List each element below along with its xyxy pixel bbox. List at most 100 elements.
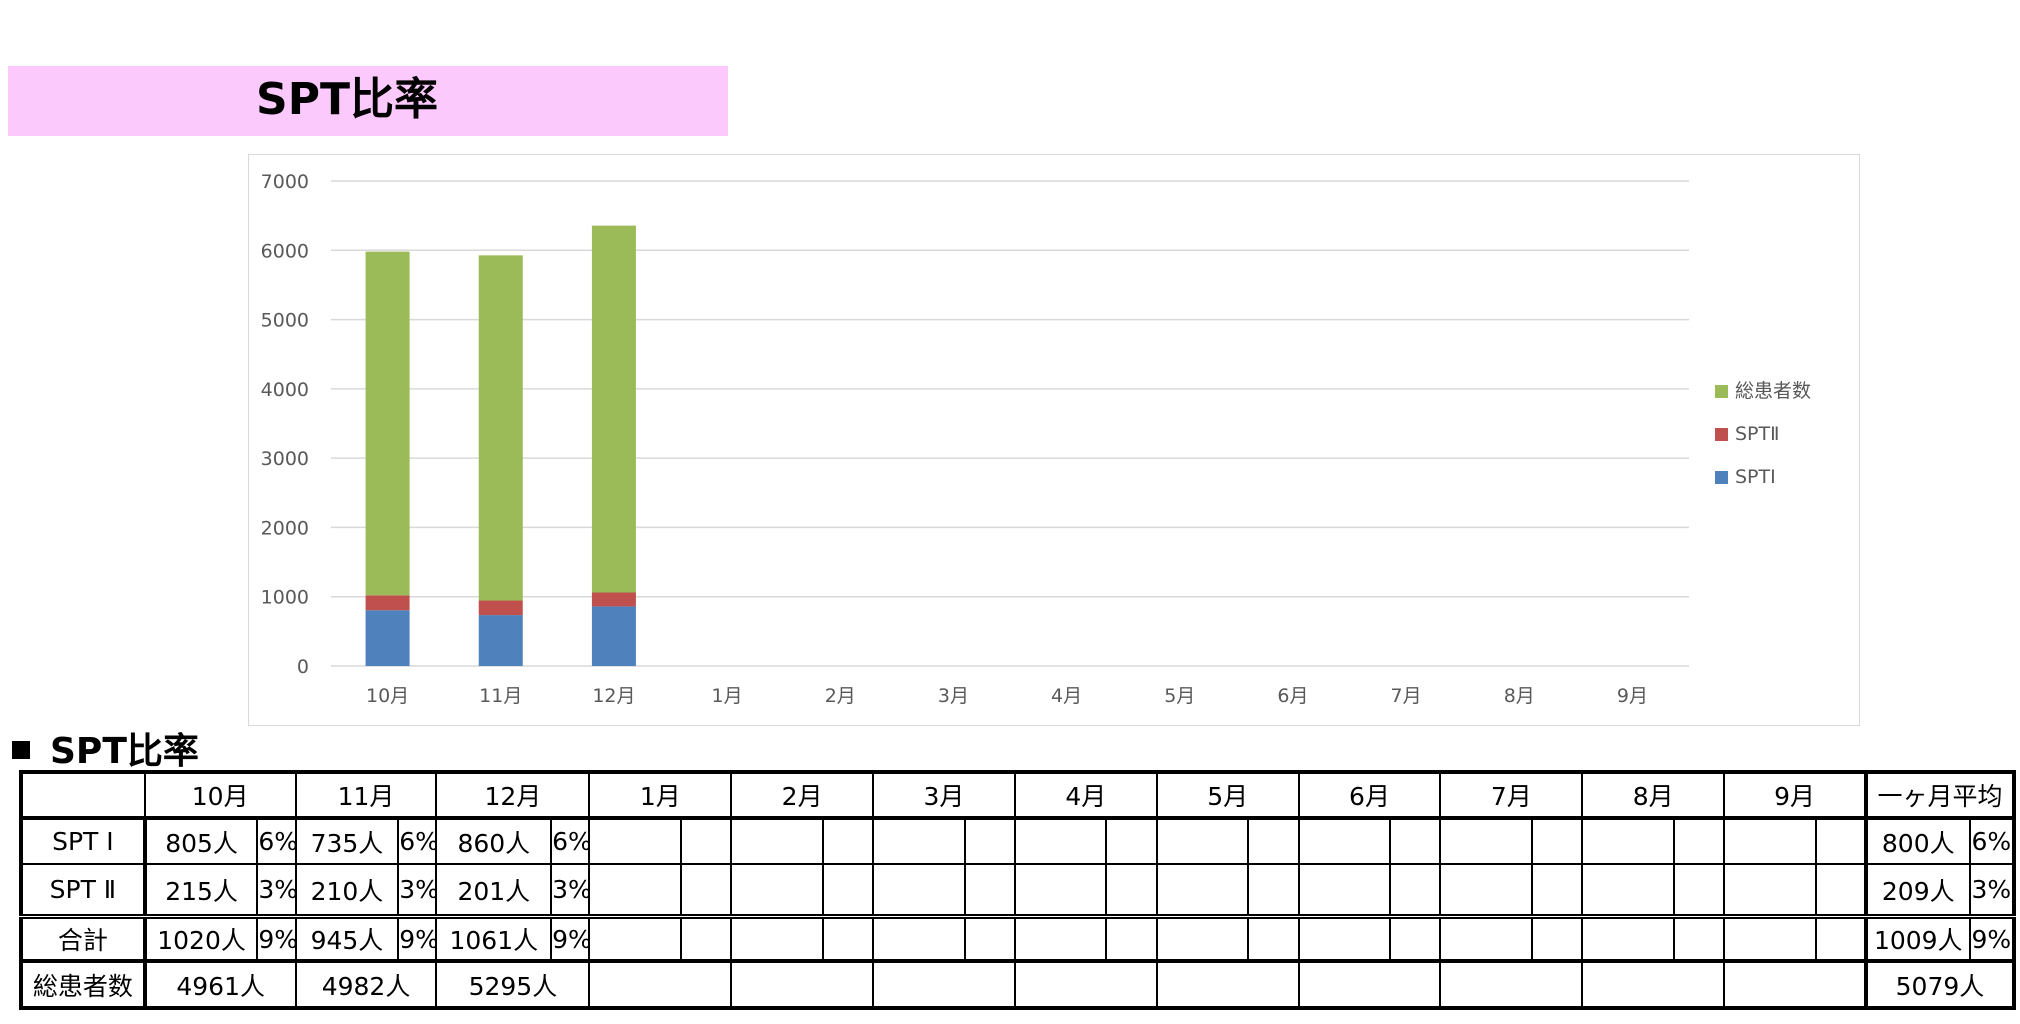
legend-label: SPTⅡ [1735,423,1779,445]
chart-frame: 0 1000 2000 3000 4000 5000 6000 7000 10月 11月 12月 1月… [248,154,1860,726]
legend-swatch [1715,471,1728,484]
percent-cell [963,863,1016,918]
y-tick-label: 0 [297,656,309,678]
bar-segment [591,592,636,607]
bar-segment [365,595,410,611]
x-tick-label: 9月 [1617,685,1648,707]
count-cell: 1061人 [435,914,553,962]
month-header: 9月 [1723,771,1867,820]
month-header: 10月 [143,771,297,820]
percent-cell [1389,863,1442,918]
count-cell [730,914,824,962]
percent-cell [1814,914,1867,962]
percent-cell: 6% [397,817,438,865]
row-label: 合計 [20,914,147,962]
bar-segment [591,606,636,666]
count-cell [1155,817,1250,865]
percent-cell [1105,914,1158,962]
total-patients-cell [1297,959,1442,1009]
percent-cell: 3% [550,863,591,918]
x-tick-label: 10月 [366,685,409,707]
total-patients-cell [1439,959,1584,1009]
legend-label: SPTⅠ [1735,466,1776,488]
legend-swatch [1715,385,1728,398]
total-patients-cell [1581,959,1726,1009]
x-tick-label: 3月 [938,685,969,707]
x-tick-label: 5月 [1164,685,1195,707]
spt-ratio-table: 10月 11月 12月 1月 2月 3月 4月 5月 6月 7月 8月 9月 一ヶ月平均 SPT Ⅰ 805… [19,770,2016,1010]
count-cell [730,817,824,865]
count-cell: 215人 [143,863,259,918]
total-patients-cell: 4982人 [294,959,438,1009]
count-cell [1013,914,1108,962]
count-cell [1723,914,1817,962]
section-heading: SPT比率 [12,730,199,774]
percent-cell [963,914,1016,962]
y-tick-label: 5000 [261,310,309,332]
x-tick-label: 11月 [479,685,522,707]
y-tick-label: 1000 [261,587,309,609]
percent-cell [1530,863,1584,918]
percent-cell [821,817,875,865]
count-cell [872,817,966,865]
percent-cell [1389,914,1442,962]
count-cell [1013,817,1108,865]
percent-cell [1672,914,1726,962]
percent-cell [1105,863,1158,918]
count-cell [872,863,966,918]
percent-cell [1247,914,1300,962]
count-cell [730,863,824,918]
page-title: SPT比率 [256,74,438,125]
percent-cell [1814,863,1867,918]
percent-cell: 9% [550,914,591,962]
month-header: 4月 [1013,771,1158,820]
percent-cell: 9% [256,914,297,962]
percent-cell [1105,817,1158,865]
percent-cell: 6% [550,817,591,865]
count-cell: 735人 [294,817,400,865]
percent-cell [821,863,875,918]
count-cell [1155,863,1250,918]
count-cell [1297,914,1392,962]
count-cell [1439,863,1533,918]
x-tick-label: 6月 [1277,685,1308,707]
average-count-cell: 209人 [1863,863,1971,918]
total-patients-cell: 4961人 [143,959,297,1009]
count-cell: 945人 [294,914,400,962]
count-cell [588,817,682,865]
count-cell [1155,914,1250,962]
bar-segment [591,225,636,593]
percent-cell: 9% [397,914,438,962]
count-cell [1013,863,1108,918]
legend-label: 総患者数 [1735,380,1811,402]
title-band: SPT比率 [8,66,728,136]
percent-cell [963,817,1016,865]
percent-cell [679,817,733,865]
square-bullet-icon [12,741,30,759]
section-heading-text: SPT比率 [50,731,199,772]
bar-segment [365,610,410,666]
count-cell [588,914,682,962]
x-tick-label: 4月 [1051,685,1082,707]
month-header: 11月 [294,771,438,820]
percent-cell [821,914,875,962]
legend-swatch [1715,428,1728,441]
count-cell [1581,863,1675,918]
month-header: 6月 [1297,771,1442,820]
row-label: 総患者数 [20,959,147,1009]
count-cell: 210人 [294,863,400,918]
month-header: 8月 [1581,771,1726,820]
total-patients-cell [1155,959,1300,1009]
count-cell [1439,914,1533,962]
average-percent-cell: 3% [1968,863,2016,918]
percent-cell: 3% [397,863,438,918]
count-cell [1297,817,1392,865]
average-count-cell: 1009人 [1863,914,1971,962]
average-percent-cell: 6% [1968,817,2016,865]
y-tick-label: 2000 [261,517,309,539]
month-header: 7月 [1439,771,1584,820]
total-patients-cell [1723,959,1867,1009]
average-count-cell: 800人 [1863,817,1971,865]
percent-cell [679,863,733,918]
count-cell [1297,863,1392,918]
